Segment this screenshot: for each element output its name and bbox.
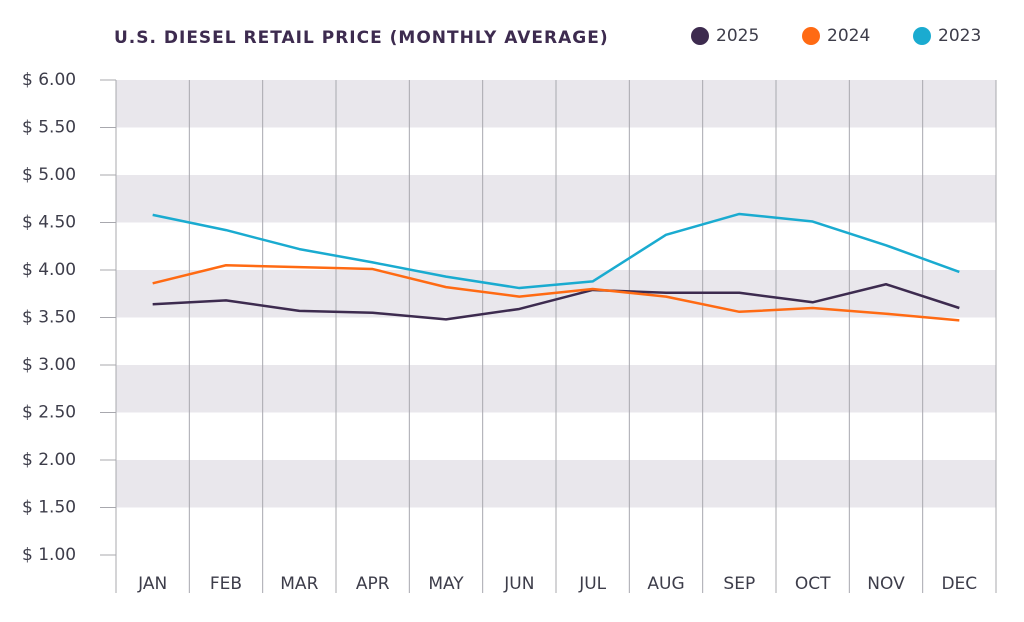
x-tick-label: JAN [137, 574, 167, 594]
y-tick-label: $ 4.50 [22, 213, 76, 233]
x-tick-label: NOV [867, 574, 905, 594]
x-tick-label: DEC [941, 574, 977, 594]
x-tick-label: AUG [647, 574, 684, 594]
legend-swatch [691, 27, 709, 45]
y-tick-label: $ 4.00 [22, 260, 76, 280]
y-tick-label: $ 3.00 [22, 355, 76, 375]
y-tick-label: $ 1.00 [22, 545, 76, 565]
x-tick-label: APR [356, 574, 390, 594]
x-tick-label: JUL [578, 574, 606, 594]
legend-label: 2023 [938, 26, 981, 46]
x-tick-label: FEB [210, 574, 242, 594]
x-tick-label: JUN [503, 574, 534, 594]
series-line [152, 212, 960, 290]
series-line [152, 264, 960, 322]
legend-swatch [913, 27, 931, 45]
y-tick-label: $ 3.50 [22, 308, 76, 328]
x-tick-label: MAR [280, 574, 318, 594]
chart-title: U.S. DIESEL RETAIL PRICE (MONTHLY AVERAG… [114, 28, 609, 48]
y-tick-label: $ 6.00 [22, 70, 76, 90]
x-tick-label: OCT [795, 574, 831, 594]
y-tick-label: $ 5.50 [22, 118, 76, 138]
legend-label: 2025 [716, 26, 759, 46]
legend-swatch [802, 27, 820, 45]
x-tick-label: MAY [428, 574, 464, 594]
y-tick-label: $ 2.00 [22, 450, 76, 470]
legend-label: 2024 [827, 26, 870, 46]
x-tick-label: SEP [723, 574, 755, 594]
y-tick-label: $ 5.00 [22, 165, 76, 185]
series-line [152, 283, 960, 321]
y-tick-label: $ 1.50 [22, 498, 76, 518]
y-tick-label: $ 2.50 [22, 403, 76, 423]
